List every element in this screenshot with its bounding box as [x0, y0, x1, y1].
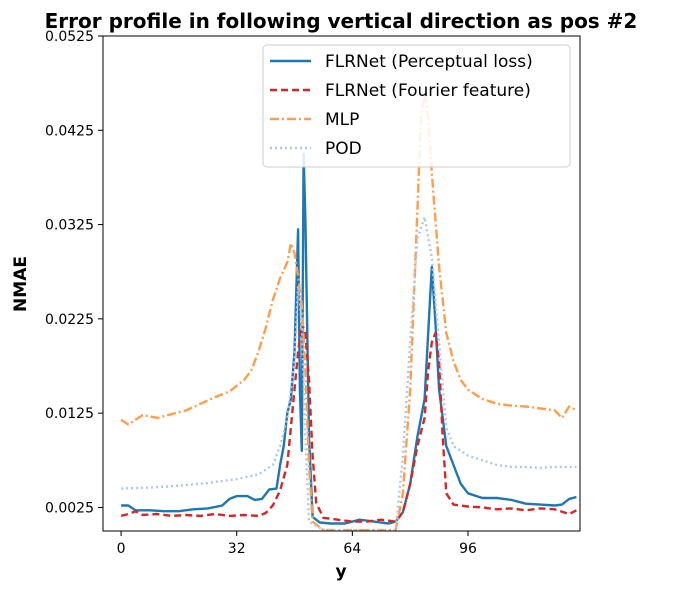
legend: FLRNet (Perceptual loss) FLRNet (Fourier …: [262, 44, 571, 168]
legend-label-0: FLRNet (Perceptual loss): [325, 52, 533, 72]
plot-frame: [102, 35, 581, 532]
x-tick-label: 32: [228, 541, 246, 557]
x-axis-label: y: [335, 562, 346, 582]
x-tick-label: 64: [343, 541, 361, 557]
y-tick-label: 0.0225: [45, 312, 94, 328]
x-axis-ticks: 0 32 64 96: [117, 531, 477, 557]
y-axis-label: NMAE: [11, 256, 31, 312]
plot-lines: [120, 91, 577, 532]
legend-box: [262, 44, 571, 168]
legend-label-1: FLRNet (Fourier feature): [325, 81, 531, 101]
chart-title: Error profile in following vertical dire…: [45, 9, 638, 33]
series-line-0: [121, 152, 577, 525]
legend-label-3: POD: [325, 139, 362, 159]
x-tick-label: 0: [117, 541, 126, 557]
x-tick-label: 96: [459, 541, 477, 557]
legend-label-2: MLP: [325, 110, 359, 130]
y-tick-label: 0.0025: [45, 500, 94, 516]
y-tick-label: 0.0425: [45, 123, 94, 139]
series-line-3: [121, 215, 577, 532]
y-axis-ticks: 0.0025 0.0125 0.0225 0.0325 0.0425 0.0525: [45, 29, 103, 516]
series-line-1: [120, 322, 577, 523]
y-tick-label: 0.0325: [45, 218, 94, 234]
y-tick-label: 0.0125: [45, 406, 94, 422]
y-tick-label: 0.0525: [45, 29, 94, 45]
